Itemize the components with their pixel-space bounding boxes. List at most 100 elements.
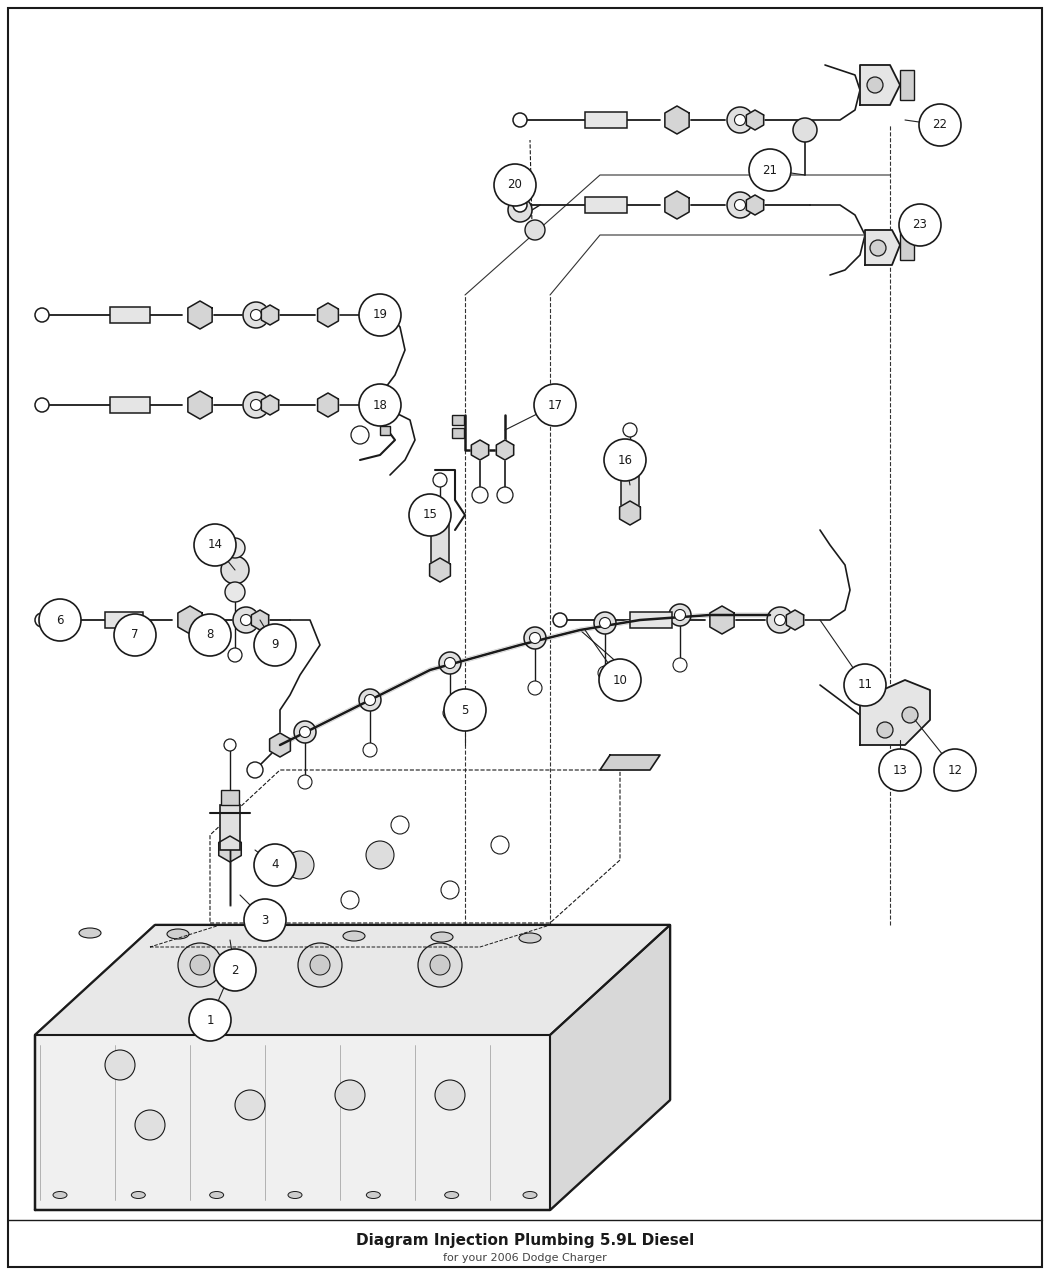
Circle shape [114,615,156,657]
Polygon shape [261,305,278,325]
Circle shape [240,615,252,626]
Bar [105,612,143,629]
Ellipse shape [167,929,189,938]
Circle shape [135,1111,165,1140]
Text: 14: 14 [208,538,223,552]
Polygon shape [270,733,291,757]
Circle shape [444,688,486,731]
Text: 5: 5 [461,704,468,717]
Text: 3: 3 [261,913,269,927]
Polygon shape [747,110,763,130]
Circle shape [673,658,687,672]
Circle shape [298,775,312,789]
Polygon shape [665,106,689,134]
Polygon shape [251,609,269,630]
Circle shape [513,198,527,212]
Circle shape [600,617,610,629]
Circle shape [366,842,394,870]
Bar [430,520,449,570]
Bar [585,198,627,213]
Circle shape [247,762,262,778]
Polygon shape [177,606,202,634]
Polygon shape [620,501,640,525]
Text: 19: 19 [373,309,387,321]
Text: 22: 22 [932,119,947,131]
Circle shape [604,439,646,481]
Text: 2: 2 [231,964,238,977]
Circle shape [286,850,314,878]
Circle shape [433,473,447,487]
Circle shape [443,706,457,720]
Circle shape [233,607,259,632]
Circle shape [190,955,210,975]
Circle shape [294,720,316,743]
Text: 23: 23 [912,218,927,232]
Circle shape [189,1000,231,1040]
Circle shape [435,1080,465,1111]
Circle shape [220,556,249,584]
Circle shape [669,604,691,626]
Text: 17: 17 [547,399,563,412]
Polygon shape [471,440,488,460]
Circle shape [879,748,921,790]
Text: 9: 9 [271,639,278,652]
Circle shape [341,891,359,909]
Text: 11: 11 [858,678,873,691]
Circle shape [363,743,377,757]
Circle shape [235,1090,265,1119]
Circle shape [775,615,785,626]
Polygon shape [600,755,660,770]
Circle shape [749,149,791,191]
Ellipse shape [523,1192,537,1198]
Polygon shape [665,191,689,219]
Circle shape [225,581,245,602]
Circle shape [335,1080,365,1111]
Circle shape [594,612,616,634]
Polygon shape [35,924,670,1035]
Bar [220,790,239,805]
Polygon shape [188,391,212,419]
Bar [585,112,627,128]
Polygon shape [550,924,670,1210]
Bar [220,805,240,850]
Circle shape [598,659,640,701]
Circle shape [727,193,753,218]
Circle shape [418,944,462,987]
Polygon shape [747,195,763,215]
Ellipse shape [343,931,365,941]
Ellipse shape [79,928,101,938]
Circle shape [244,899,286,941]
Polygon shape [865,230,900,265]
Text: 16: 16 [617,454,632,467]
Bar [900,230,914,260]
Text: 13: 13 [892,764,907,776]
Circle shape [528,681,542,695]
Ellipse shape [52,1192,67,1198]
Polygon shape [35,924,670,1210]
Circle shape [189,615,231,657]
Text: 21: 21 [762,163,777,176]
Circle shape [529,632,541,644]
Circle shape [735,115,746,125]
Polygon shape [317,303,338,326]
Circle shape [727,107,753,133]
Circle shape [623,423,637,437]
Circle shape [39,599,81,641]
Circle shape [194,524,236,566]
Circle shape [867,76,883,93]
Circle shape [844,664,886,706]
Circle shape [299,727,311,737]
Circle shape [934,748,976,790]
Bar [380,426,390,435]
Polygon shape [860,680,930,745]
Circle shape [497,487,513,504]
Text: 12: 12 [947,764,963,776]
Ellipse shape [288,1192,302,1198]
Circle shape [598,666,612,680]
Bar [452,428,464,439]
Circle shape [439,652,461,674]
Text: 15: 15 [422,509,438,521]
Circle shape [513,113,527,128]
Circle shape [35,613,49,627]
Circle shape [494,164,536,207]
